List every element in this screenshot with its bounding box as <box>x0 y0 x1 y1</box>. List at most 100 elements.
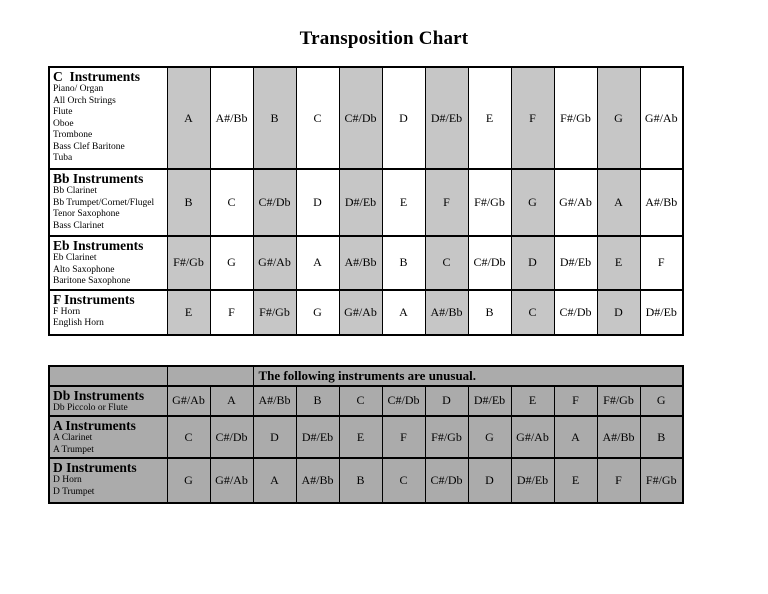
instrument-group-title: F Instruments <box>53 291 135 307</box>
note-cell: C#/Db <box>467 235 512 291</box>
instrument-name: A Trumpet <box>53 444 94 455</box>
banner-text-cell: The following instruments are unusual. <box>252 364 684 387</box>
instrument-name: A Clarinet <box>53 433 93 443</box>
instrument-name: Db Piccolo or Flute <box>53 402 128 413</box>
note-cell: F#/Gb <box>424 415 469 459</box>
note-cell: D <box>510 235 555 291</box>
instrument-group-title: Db Instruments <box>53 387 145 403</box>
note-cell: A <box>596 168 641 237</box>
note-cell: D#/Eb <box>295 415 340 459</box>
note-cell: B <box>252 66 297 170</box>
note-cell: A#/Bb <box>209 66 254 170</box>
note-cell: C#/Db <box>252 168 297 237</box>
banner-spacer-cell <box>166 364 254 387</box>
instrument-row: Eb Instruments Eb Clarinet Alto Saxophone B… <box>48 235 684 291</box>
instrument-name: All Orch Strings <box>53 95 116 106</box>
note-cell: G <box>510 168 555 237</box>
note-cell: G <box>596 66 641 170</box>
note-cell: D#/Eb <box>553 235 598 291</box>
instrument-row: Db Instruments Db Piccolo or Flute G#/Ab A A… <box>48 384 684 417</box>
instrument-group-cell: Eb Instruments Eb Clarinet Alto Saxophone B… <box>48 235 168 291</box>
instrument-name: Oboe <box>53 118 74 129</box>
note-cell: F <box>424 168 469 237</box>
transposition-table-unusual: The following instruments are unusual. D… <box>48 364 684 504</box>
instrument-name: F Horn <box>53 306 81 317</box>
instrument-name: Trombone <box>53 130 93 140</box>
note-cell: E <box>553 457 598 504</box>
note-cell: F#/Gb <box>596 384 641 417</box>
note-cell: A <box>381 288 426 336</box>
instrument-group-cell: F Instruments F Horn English Horn <box>48 288 168 336</box>
note-cell: A <box>252 457 297 504</box>
note-cell: G <box>639 384 684 417</box>
page-title: Transposition Chart <box>299 28 469 49</box>
note-cell: G#/Ab <box>209 457 254 504</box>
note-cell: D <box>424 384 469 417</box>
note-cell: E <box>166 288 211 336</box>
instrument-row: A Instruments A Clarinet A Trumpet C C#/Db D D… <box>48 415 684 459</box>
note-cell: A#/Bb <box>424 288 469 336</box>
instrument-name: Baritone Saxophone <box>53 276 131 286</box>
instrument-group-cell: Db Instruments Db Piccolo or Flute <box>48 384 168 417</box>
note-cell: C <box>338 384 383 417</box>
instrument-name: Eb Clarinet <box>53 253 97 263</box>
instrument-group-title: A Instruments <box>53 418 136 433</box>
note-cell: A <box>553 415 598 459</box>
note-cell: E <box>338 415 383 459</box>
note-cell: C <box>381 457 426 504</box>
note-cell: G#/Ab <box>553 168 598 237</box>
note-cell: G#/Ab <box>338 288 383 336</box>
note-cell: B <box>338 457 383 504</box>
note-cell: B <box>467 288 512 336</box>
note-cell: F <box>510 66 555 170</box>
note-cell: D#/Eb <box>510 457 555 504</box>
instrument-name: Bb Trumpet/Cornet/Flugel <box>53 197 155 208</box>
instrument-row: F Instruments F Horn English Horn E F F#/Gb G G… <box>48 288 684 336</box>
note-cell: C#/Db <box>424 457 469 504</box>
instrument-name: Piano/ Organ <box>53 84 104 94</box>
note-cell: B <box>639 415 684 459</box>
instrument-group-title: Eb Instruments <box>53 238 144 253</box>
note-cell: A#/Bb <box>639 168 684 237</box>
note-cell: C#/Db <box>209 415 254 459</box>
note-cell: D <box>467 457 512 504</box>
instrument-name: D Trumpet <box>53 486 95 497</box>
instrument-name: Tenor Saxophone <box>53 209 120 219</box>
note-cell: F#/Gb <box>553 66 598 170</box>
note-cell: C <box>295 66 340 170</box>
note-cell: A <box>209 384 254 417</box>
note-cell: A#/Bb <box>338 235 383 291</box>
note-cell: F#/Gb <box>252 288 297 336</box>
note-cell: B <box>166 168 211 237</box>
banner-left-empty-cell <box>48 364 168 387</box>
instrument-group-title: D Instruments <box>53 460 137 475</box>
note-cell: E <box>510 384 555 417</box>
note-cell: F <box>381 415 426 459</box>
instrument-group-cell: D Instruments D Horn D Trumpet <box>48 457 168 504</box>
instrument-name: Bass Clarinet <box>53 220 104 231</box>
banner-row: The following instruments are unusual. <box>48 364 684 387</box>
instrument-name: English Horn <box>53 318 104 328</box>
instrument-group-title: C Instruments <box>53 69 141 84</box>
note-cell: D <box>252 415 297 459</box>
note-cell: G <box>209 235 254 291</box>
note-cell: C#/Db <box>338 66 383 170</box>
instrument-group-cell: A Instruments A Clarinet A Trumpet <box>48 415 168 459</box>
note-cell: B <box>381 235 426 291</box>
instrument-row: Bb Instruments Bb Clarinet Bb Trumpet/Corn… <box>48 168 684 237</box>
note-cell: F#/Gb <box>639 457 684 504</box>
note-cell: B <box>295 384 340 417</box>
instrument-row: D Instruments D Horn D Trumpet G G#/Ab A A#/Bb… <box>48 457 684 504</box>
note-cell: D <box>381 66 426 170</box>
note-cell: C <box>209 168 254 237</box>
note-cell: A <box>295 235 340 291</box>
instrument-name: Tuba <box>53 153 73 163</box>
note-cell: D <box>295 168 340 237</box>
note-cell: G <box>295 288 340 336</box>
note-cell: D#/Eb <box>467 384 512 417</box>
note-cell: C#/Db <box>553 288 598 336</box>
instrument-group-cell: Bb Instruments Bb Clarinet Bb Trumpet/Corn… <box>48 168 168 237</box>
note-cell: C <box>166 415 211 459</box>
note-cell: A#/Bb <box>252 384 297 417</box>
